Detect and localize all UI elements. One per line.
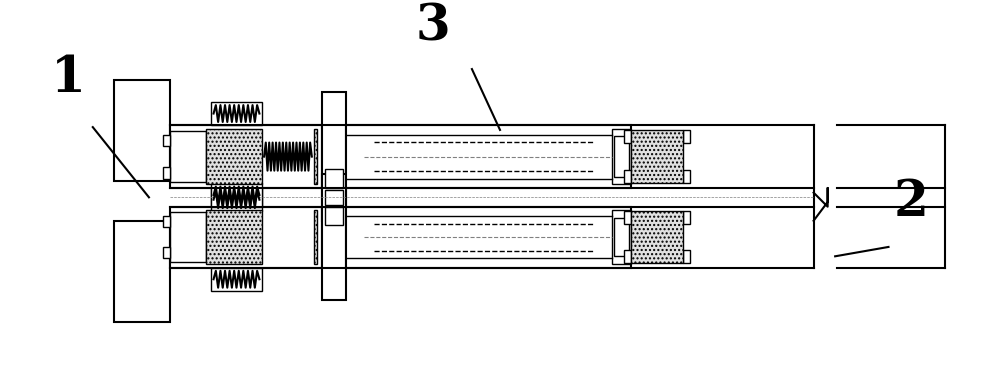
Bar xyxy=(631,211,683,263)
Bar xyxy=(170,125,322,188)
Bar xyxy=(163,167,170,178)
Bar xyxy=(114,80,170,181)
Text: 1: 1 xyxy=(51,54,86,102)
Bar xyxy=(206,211,262,264)
Bar xyxy=(624,170,631,183)
Bar xyxy=(211,188,262,211)
Bar xyxy=(325,190,343,205)
Bar xyxy=(346,207,631,268)
Text: 2: 2 xyxy=(893,178,928,227)
Bar xyxy=(624,211,631,225)
Bar xyxy=(683,130,690,143)
Bar xyxy=(163,247,170,258)
Bar xyxy=(614,136,629,177)
Bar xyxy=(163,135,170,146)
Bar xyxy=(322,93,346,221)
Bar xyxy=(163,216,170,227)
Bar xyxy=(314,211,317,264)
Bar xyxy=(211,268,262,291)
Bar xyxy=(211,183,262,207)
Bar xyxy=(114,221,170,322)
Bar xyxy=(346,125,631,188)
Bar xyxy=(325,207,343,225)
Bar xyxy=(206,129,262,184)
Bar xyxy=(683,170,690,183)
Bar xyxy=(612,129,631,184)
Bar xyxy=(211,102,262,125)
Bar xyxy=(314,129,317,184)
Bar xyxy=(170,131,206,182)
Text: 3: 3 xyxy=(416,3,450,52)
Bar xyxy=(614,218,629,256)
Bar xyxy=(170,207,322,268)
Bar xyxy=(325,169,343,188)
Bar xyxy=(683,211,690,225)
Bar xyxy=(612,211,631,264)
Bar xyxy=(631,130,683,183)
Bar xyxy=(624,250,631,263)
Bar xyxy=(624,130,631,143)
Bar xyxy=(683,250,690,263)
Bar xyxy=(170,212,206,262)
Bar xyxy=(322,174,346,300)
